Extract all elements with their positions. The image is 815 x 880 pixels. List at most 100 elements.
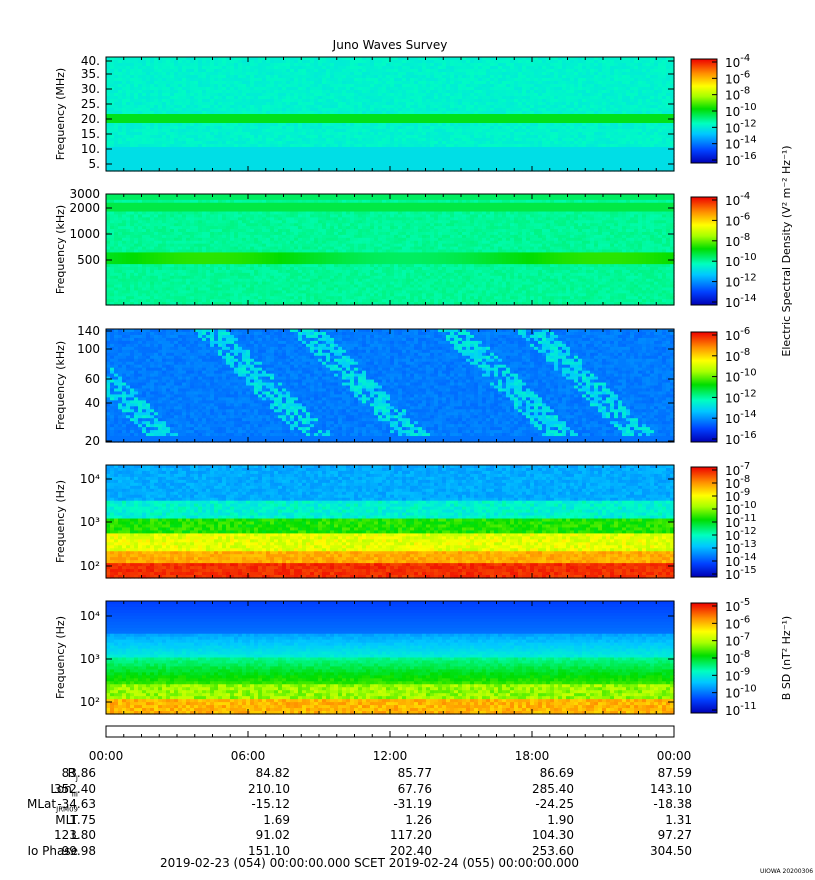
panel-lfr-e-hz: 10⁴ 10³ 10² Frequency (Hz) 10-710-810-910-10… <box>54 461 757 582</box>
y-tick-label: 3000 <box>69 187 100 201</box>
ephemeris-value: 97.27 <box>658 828 692 842</box>
time-range-label: 2019-02-23 (054) 00:00:00.000 SCET 2019-… <box>160 856 579 870</box>
y-tick-label: 2000 <box>69 201 100 215</box>
ephemeris-value: 1.75 <box>69 813 96 827</box>
ephemeris-value: 1.90 <box>547 813 574 827</box>
ephemeris-value: 104.30 <box>532 828 574 842</box>
y-tick-label: 40. <box>81 54 100 68</box>
y-tick-label: 1000 <box>69 227 100 241</box>
colorbar-tick-label: 10-8 <box>725 649 750 666</box>
y-tick-label: 10⁴ <box>80 472 100 486</box>
ephemeris-value: 352.40 <box>54 782 96 796</box>
ephemeris-value: -18.38 <box>653 797 692 811</box>
spectrogram-panels: 40.35.30.25.20.15.10.5.Frequency (MHz)10… <box>54 53 793 718</box>
colorbar: 10-4 10-6 10-8 10-10 10-12 10-14 Electric Spec… <box>691 145 793 356</box>
x-tick-label: 00:00 <box>89 749 124 763</box>
colorbar: 10-6 10-8 10-10 10-12 10-14 10-16 <box>691 326 757 447</box>
colorbar-tick-label: 10-8 <box>725 232 750 249</box>
ephemeris-value: 91.02 <box>256 828 290 842</box>
ephemeris-value: 285.40 <box>532 782 574 796</box>
ephemeris-value: 99.98 <box>62 844 96 858</box>
x-tick-label: 12:00 <box>373 749 408 763</box>
ephemeris-value: 86.69 <box>540 766 574 780</box>
ephemeris-value: 210.10 <box>248 782 290 796</box>
colorbar-label: B SD (nT² Hz⁻¹) <box>780 616 793 700</box>
y-tick-label: 140 <box>77 324 100 338</box>
y-tick-label: 500 <box>77 253 100 267</box>
colorbar-tick-label: 10-12 <box>725 118 757 135</box>
y-tick-label: 40 <box>85 396 100 410</box>
colorbar-tick-label: 10-14 <box>725 409 757 426</box>
colorbar-tick-label: 10-10 <box>725 684 757 701</box>
y-tick-label: 100 <box>77 342 100 356</box>
colorbar-tick-label: 10-6 <box>725 69 750 86</box>
colorbar-tick-label: 10-9 <box>725 666 750 683</box>
y-tick-label: 60 <box>85 372 100 386</box>
time-axis: 00:00 06:00 12:00 18:00 00:00 <box>89 726 692 763</box>
y-tick-label: 25. <box>81 97 100 111</box>
y-tick-label: 10³ <box>80 652 100 666</box>
colorbar-tick-label: 10-8 <box>725 86 750 103</box>
ephemeris-value: 1.31 <box>665 813 692 827</box>
colorbar-tick-label: 10-8 <box>725 347 750 364</box>
colorbar-tick-label: 10-5 <box>725 597 750 614</box>
y-tick-label: 10³ <box>80 515 100 529</box>
colorbar-tick-label: 10-6 <box>725 211 750 228</box>
colorbar-tick-label: 10-4 <box>725 53 750 70</box>
colorbar-tick-label: 10-14 <box>725 135 757 152</box>
ephemeris-value: 67.76 <box>398 782 432 796</box>
ephemeris-value: -31.19 <box>393 797 432 811</box>
colorbar-tick-label: 10-15 <box>725 565 757 582</box>
ephemeris-value: -24.25 <box>535 797 574 811</box>
y-tick-label: 10⁴ <box>80 609 100 623</box>
y-tick-label: 30. <box>81 82 100 96</box>
colorbar-tick-label: 10-12 <box>725 273 757 290</box>
x-tick-label: 18:00 <box>515 749 550 763</box>
colorbar-tick-label: 10-12 <box>725 388 757 405</box>
colorbar-tick-label: 10-10 <box>725 252 757 269</box>
colorbar-tick-label: 10-10 <box>725 102 757 119</box>
colorbar-tick-label: 10-16 <box>725 151 757 168</box>
ephemeris-value: 1.69 <box>263 813 290 827</box>
y-axis-label: Frequency (kHz) <box>54 341 67 430</box>
panel-hfwbr-mhz: 40.35.30.25.20.15.10.5.Frequency (MHz)10… <box>54 53 757 172</box>
panel-lfr-khz: 140 100 60 40 20 Frequency (kHz) 10-6 10-8 10-10… <box>54 324 757 448</box>
x-tick-label: 00:00 <box>657 749 692 763</box>
colorbar-tick-label: 10-10 <box>725 368 757 385</box>
ephemeris-value: 83.86 <box>62 766 96 780</box>
stamp-label: UIOWA 20200306 <box>760 868 813 875</box>
y-tick-label: 20. <box>81 112 100 126</box>
colorbar-label: Electric Spectral Density (V² m⁻² Hz⁻¹) <box>780 145 793 356</box>
y-axis-label: Frequency (MHz) <box>54 68 67 160</box>
ephemeris-value: -34.63 <box>57 797 96 811</box>
y-tick-label: 20 <box>85 434 100 448</box>
ephemeris-value: 143.10 <box>650 782 692 796</box>
x-tick-label: 06:00 <box>231 749 266 763</box>
ephemeris-value: -15.12 <box>251 797 290 811</box>
ephemeris-value: 85.77 <box>398 766 432 780</box>
ephemeris-value: 87.59 <box>658 766 692 780</box>
ephemeris-value: 123.80 <box>54 828 96 842</box>
y-tick-label: 5. <box>89 157 100 171</box>
ephemeris-value: 1.26 <box>405 813 432 827</box>
ephemeris-value: 117.20 <box>390 828 432 842</box>
ephemeris-value: 304.50 <box>650 844 692 858</box>
colorbar-tick-label: 10-7 <box>725 632 750 649</box>
y-tick-label: 10² <box>80 559 100 573</box>
figure-title: Juno Waves Survey <box>332 38 448 52</box>
y-tick-label: 15. <box>81 127 100 141</box>
colorbar-tick-label: 10-16 <box>725 430 757 447</box>
y-axis-label: Frequency (Hz) <box>54 480 67 563</box>
colorbar-tick-label: 10-11 <box>725 701 757 718</box>
colorbar-tick-label: 10-4 <box>725 191 750 208</box>
colorbar-tick-label: 10-14 <box>725 293 757 310</box>
colorbar-tick-label: 10-6 <box>725 326 750 343</box>
colorbar: 10-710-810-910-1010-1110-1210-1310-1410-… <box>691 461 757 582</box>
y-axis-label: Frequency (Hz) <box>54 616 67 699</box>
y-tick-label: 35. <box>81 67 100 81</box>
y-axis-label: Frequency (kHz) <box>54 205 67 294</box>
